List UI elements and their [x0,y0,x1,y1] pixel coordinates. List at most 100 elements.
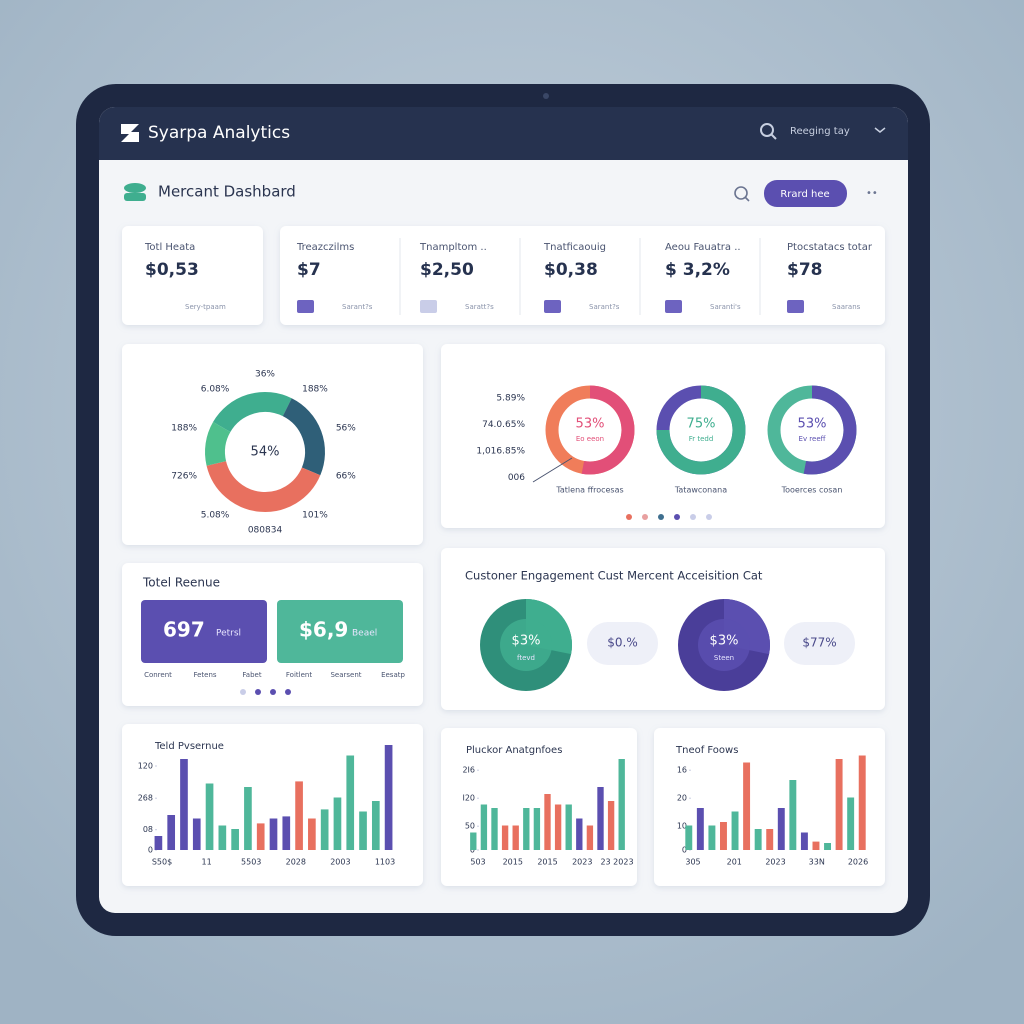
gauge-arc [803,385,857,475]
pager-dot[interactable] [674,514,680,520]
engagement-circle-inner [500,619,552,671]
kpi-value: $7 [297,260,321,280]
x-tick-label: 2003 [330,858,350,867]
x-tick-label: 2023 [765,858,785,867]
donut-segment [282,398,325,476]
bar [333,797,342,850]
dashboard-icon [124,183,146,193]
kpi-note: Sarant?s [342,303,373,311]
gauge-caption: Tooerces cosan [781,486,843,495]
y-tick-label: 268 [138,794,153,803]
primary-button-label[interactable]: Rrard hee [780,189,829,200]
pager-dot[interactable] [690,514,696,520]
bar [835,759,843,850]
kpi-icon [544,300,561,313]
revenue-label: Fabet [242,671,261,679]
pager-dot[interactable] [270,689,276,695]
bar [269,818,278,850]
donut-segment [213,392,292,433]
bar [231,829,239,850]
chart-title: Teld Pvsernue [154,741,224,752]
kpi-title: Aeou Fauatra .. [665,242,741,253]
donut-label: 726% [171,472,197,482]
bar [533,808,541,850]
bar [295,781,303,850]
donut-segment [205,422,231,466]
donut-label: 188% [302,384,328,394]
kpi-title: Tnatficaouig [543,242,606,253]
gauge-value: 53% [798,417,827,432]
pager-dot[interactable] [285,689,291,695]
x-tick-label: 2026 [848,858,868,867]
x-tick-label: 201 [727,858,742,867]
pager-dot[interactable] [658,514,664,520]
bar [320,809,329,850]
bar [523,808,530,850]
engagement-value: $3% [710,634,739,649]
pager-dot[interactable] [642,514,648,520]
dashboard-icon [124,193,146,201]
pager-dot[interactable] [240,689,246,695]
engagement-pill-value: $0.% [607,636,638,650]
bar [812,841,820,850]
kpi-icon [420,300,437,313]
x-tick-label: 1103 [375,858,395,867]
kpi-title: Totl Heata [144,242,195,253]
top-bar [99,107,908,160]
donut-label: 56% [336,423,356,433]
bar [470,832,477,850]
kpi-title: Ptocstatacs totar [787,242,873,253]
x-tick-label: 2015 [503,858,523,867]
revenue-label: Eesatp [381,671,405,679]
x-tick-label: S50$ [152,858,172,867]
kpi-icon [297,300,314,313]
y-tick-label: 50 [465,822,475,831]
revenue-label: Conrent [144,671,172,679]
bar [282,816,291,850]
search-icon[interactable] [760,123,774,137]
y-tick-label: 120 [138,762,153,771]
user-menu[interactable]: Reeging tay [790,126,850,137]
donut-label: 188% [171,423,197,433]
bar [618,759,625,850]
bar [167,815,176,850]
pager-dot[interactable] [706,514,712,520]
revenue-tile-label: Petrsl [216,629,241,639]
bar [777,808,785,850]
y-tick-label: 0 [682,846,687,855]
bar [565,804,572,850]
engagement-pill-value: $77% [802,636,836,650]
bar [154,836,163,850]
engagement-label: Steen [714,654,734,662]
pager-dot[interactable] [626,514,632,520]
bar [696,808,704,850]
kpi-title: Tnampltom .. [419,242,487,253]
bar [371,801,380,850]
bar [192,818,201,850]
donut-segment [206,460,321,512]
y-tick-label: 16 [677,766,687,775]
bar [218,825,227,850]
donut-label: 36% [255,370,275,380]
pager-dot[interactable] [255,689,261,695]
kpi-value: $ 3,2% [665,260,730,280]
user-menu-chevron[interactable] [874,127,886,133]
chart-title: Pluckor Anatgnfoes [466,745,562,756]
donut-label: 5.08% [201,511,230,521]
x-tick-label: 33N [809,858,825,867]
search-icon[interactable] [734,186,748,200]
gauge-value: 53% [576,417,605,432]
bar [554,804,562,850]
more-menu[interactable]: •• [866,188,878,199]
bar [720,822,727,850]
bar [256,823,265,850]
primary-button[interactable] [764,180,847,207]
bar [512,825,519,850]
gauge-arc [656,385,746,475]
bar [308,818,316,850]
y-tick-label: 20 [677,794,687,803]
bar [586,825,594,850]
x-tick-label: 23 2023 [600,858,633,867]
bar [824,843,831,850]
